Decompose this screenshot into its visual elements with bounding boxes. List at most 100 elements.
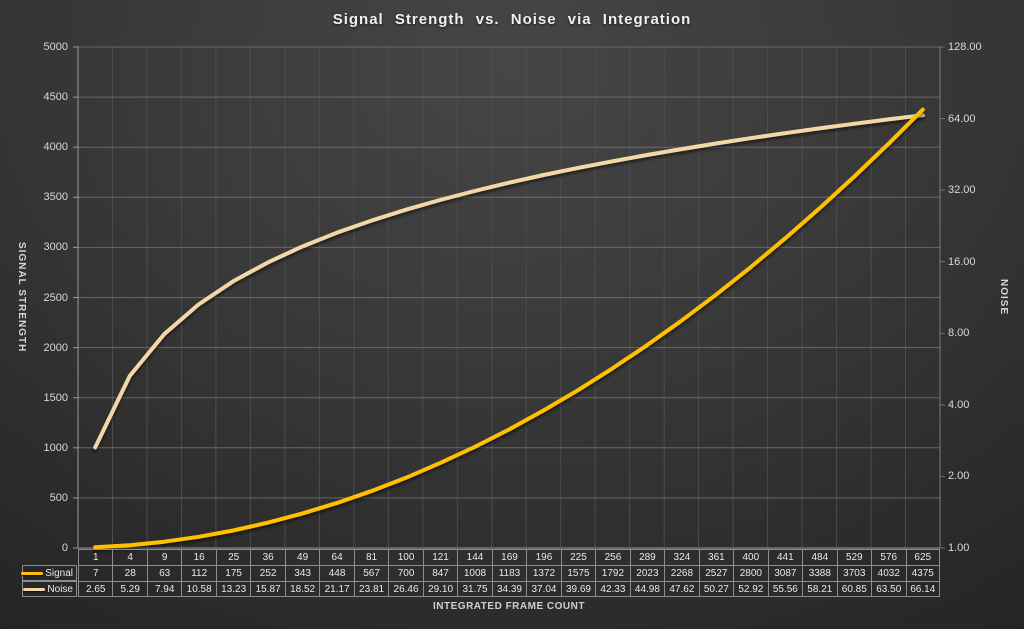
- tick-label: 8.00: [948, 327, 970, 340]
- legend-item-noise: Noise: [22, 581, 77, 597]
- tick-label: 2000: [43, 341, 68, 354]
- table-value-cell: 26.46: [388, 581, 423, 597]
- table-value-cell: 28: [112, 565, 147, 581]
- table-value-cell: 44.98: [629, 581, 665, 597]
- table-value-cell: 2.65: [78, 581, 113, 597]
- noise-line-swatch-icon: [23, 587, 46, 591]
- table-value-cell: 2800: [733, 565, 768, 581]
- table-value-cell: 50.27: [698, 581, 734, 597]
- legend-item-signal: Signal: [21, 565, 77, 581]
- table-value-cell: 5.29: [112, 581, 147, 597]
- plot-area: [73, 46, 945, 550]
- table-value-cell: 1372: [526, 565, 561, 581]
- table-header-cell: 361: [698, 549, 734, 565]
- table-value-cell: 448: [319, 565, 354, 581]
- table-value-cell: 31.75: [457, 581, 492, 597]
- table-value-cell: 23.81: [353, 581, 389, 597]
- table-header-cell: 576: [871, 549, 906, 565]
- legend-label: Noise: [47, 583, 73, 595]
- table-value-cell: 847: [422, 565, 458, 581]
- tick-label: 4500: [43, 91, 68, 104]
- tick-label: 1.00: [948, 542, 970, 554]
- table-header-cell: 4: [112, 549, 147, 565]
- table-value-cell: 1575: [560, 565, 596, 581]
- table-value-cell: 63.50: [871, 581, 906, 597]
- table-header-cell: 400: [733, 549, 768, 565]
- table-value-cell: 3388: [802, 565, 837, 581]
- right-axis-title: NOISE: [998, 279, 1009, 316]
- tick-label: 1000: [43, 441, 68, 454]
- table-header-cell: 169: [491, 549, 527, 565]
- table-header-cell: 1: [78, 549, 113, 565]
- table-value-cell: 2023: [629, 565, 665, 581]
- table-value-cell: 63: [146, 565, 182, 581]
- tick-label: 3500: [43, 191, 68, 204]
- table-header-cell: 81: [353, 549, 389, 565]
- horizontal-gridlines: [78, 46, 940, 549]
- table-header-cell: 625: [905, 549, 940, 565]
- table-header-cell: 36: [250, 549, 285, 565]
- table-value-cell: 3087: [767, 565, 803, 581]
- table-header-cell: 100: [388, 549, 423, 565]
- table-value-cell: 175: [215, 565, 251, 581]
- table-value-cell: 1183: [491, 565, 527, 581]
- chart-title: Signal Strength vs. Noise via Integratio…: [332, 11, 692, 28]
- table-value-cell: 29.10: [422, 581, 458, 597]
- tick-label: 4000: [43, 141, 68, 154]
- table-value-cell: 1792: [595, 565, 630, 581]
- left-axis-title: SIGNAL STRENGTH: [16, 242, 27, 353]
- table-value-cell: 112: [181, 565, 216, 581]
- table-value-cell: 2268: [664, 565, 699, 581]
- tick-label: 64.00: [948, 112, 976, 125]
- table-value-cell: 34.39: [491, 581, 527, 597]
- table-value-cell: 39.69: [560, 581, 596, 597]
- table-header-cell: 324: [664, 549, 699, 565]
- table-header-cell: 225: [560, 549, 596, 565]
- table-value-cell: 1008: [457, 565, 492, 581]
- table-header-cell: 121: [422, 549, 458, 565]
- tick-label: 16.00: [948, 255, 976, 268]
- tick-label: 4.00: [948, 398, 970, 411]
- tick-label: 5000: [43, 41, 68, 53]
- table-value-cell: 15.87: [250, 581, 285, 597]
- table-header-cell: 64: [319, 549, 354, 565]
- table-value-cell: 4375: [905, 565, 940, 581]
- table-value-cell: 42.33: [595, 581, 630, 597]
- table-value-cell: 52.92: [733, 581, 768, 597]
- table-value-cell: 3703: [836, 565, 872, 581]
- table-header-cell: 441: [767, 549, 803, 565]
- table-value-cell: 18.52: [284, 581, 320, 597]
- tick-label: 128.00: [948, 41, 982, 53]
- table-value-cell: 66.14: [905, 581, 940, 597]
- table-header-cell: 25: [215, 549, 251, 565]
- table-value-cell: 13.23: [215, 581, 251, 597]
- data-table: 1 4 9 16 25 36 49 64 81 100 121 144 169 196 225 256 289 3…: [78, 549, 940, 597]
- table-value-cell: 700: [388, 565, 423, 581]
- tick-label: 0: [61, 542, 68, 554]
- signal-line: [93, 107, 925, 550]
- table-value-cell: 7.94: [146, 581, 182, 597]
- table-value-cell: 58.21: [802, 581, 837, 597]
- table-value-cell: 343: [284, 565, 320, 581]
- table-header-cell: 9: [146, 549, 182, 565]
- table-value-cell: 21.17: [319, 581, 354, 597]
- table-value-cell: 7: [78, 565, 113, 581]
- table-value-cell: 252: [250, 565, 285, 581]
- legend-label: Signal: [45, 567, 73, 579]
- tick-label: 32.00: [948, 184, 976, 197]
- table-header-cell: 289: [629, 549, 665, 565]
- signal-line-swatch-icon: [21, 571, 44, 575]
- noise-line: [93, 113, 925, 450]
- tick-label: 2500: [43, 291, 68, 304]
- table-value-cell: 47.62: [664, 581, 699, 597]
- table-header-cell: 256: [595, 549, 630, 565]
- tick-label: 500: [49, 491, 68, 504]
- table-value-cell: 55.56: [767, 581, 803, 597]
- table-value-cell: 60.85: [836, 581, 872, 597]
- tick-label: 1500: [43, 391, 68, 404]
- tick-label: 2.00: [948, 470, 970, 483]
- table-header-cell: 196: [526, 549, 561, 565]
- table-header-cell: 484: [802, 549, 837, 565]
- table-header-cell: 529: [836, 549, 872, 565]
- table-header-cell: 144: [457, 549, 492, 565]
